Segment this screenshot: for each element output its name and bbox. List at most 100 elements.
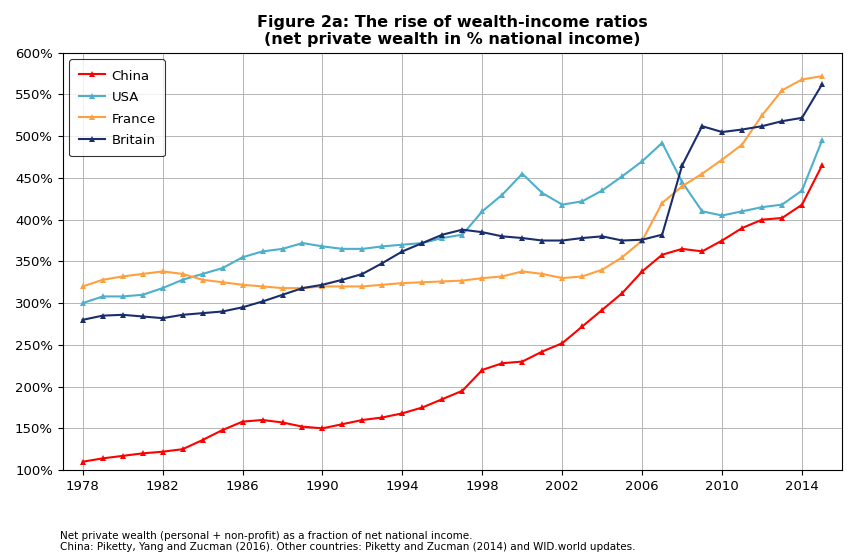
USA — [237, 254, 248, 261]
China — [437, 396, 447, 402]
Britain — [338, 276, 348, 283]
USA — [517, 170, 527, 177]
China — [777, 215, 788, 222]
USA — [677, 179, 687, 185]
USA — [297, 240, 308, 247]
Britain — [357, 271, 368, 277]
China — [117, 453, 128, 459]
Britain — [577, 235, 587, 242]
France — [338, 283, 348, 290]
China — [417, 404, 428, 411]
Britain — [317, 281, 327, 288]
France — [637, 237, 647, 244]
Britain — [177, 311, 188, 318]
USA — [557, 201, 567, 208]
Text: Net private wealth (personal + non-profit) as a fraction of net national income.: Net private wealth (personal + non-profi… — [60, 531, 636, 552]
France — [597, 266, 608, 273]
USA — [257, 248, 267, 255]
France — [78, 283, 88, 290]
USA — [497, 191, 507, 198]
China — [357, 417, 368, 424]
USA — [458, 232, 468, 238]
China — [817, 162, 827, 169]
USA — [357, 246, 368, 252]
Britain — [197, 310, 207, 316]
France — [237, 281, 248, 288]
France — [158, 268, 168, 275]
China — [577, 323, 587, 330]
USA — [817, 137, 827, 144]
USA — [137, 291, 147, 298]
USA — [777, 201, 788, 208]
Britain — [218, 308, 228, 315]
China — [458, 387, 468, 394]
France — [697, 170, 707, 177]
Britain — [657, 232, 668, 238]
China — [497, 360, 507, 367]
France — [537, 271, 548, 277]
China — [278, 419, 288, 426]
France — [117, 273, 128, 280]
Britain — [557, 237, 567, 244]
China — [557, 340, 567, 347]
France — [317, 283, 327, 290]
USA — [158, 285, 168, 291]
Britain — [757, 123, 767, 129]
Britain — [458, 227, 468, 233]
USA — [117, 293, 128, 300]
France — [398, 280, 408, 286]
China — [737, 225, 747, 232]
France — [197, 276, 207, 283]
China — [317, 425, 327, 432]
Britain — [78, 316, 88, 323]
China — [338, 421, 348, 427]
France — [357, 283, 368, 290]
France — [777, 87, 788, 94]
Britain — [417, 240, 428, 247]
Britain — [497, 233, 507, 240]
France — [257, 283, 267, 290]
France — [177, 271, 188, 277]
Britain — [717, 129, 728, 136]
Britain — [517, 235, 527, 242]
France — [737, 141, 747, 148]
Britain — [158, 315, 168, 321]
France — [437, 278, 447, 285]
USA — [597, 187, 608, 194]
Legend: China, USA, France, Britain: China, USA, France, Britain — [69, 59, 165, 156]
USA — [617, 173, 627, 180]
China — [297, 424, 308, 430]
Line: France: France — [79, 73, 825, 292]
Britain — [597, 233, 608, 240]
Britain — [257, 298, 267, 305]
USA — [278, 246, 288, 252]
USA — [797, 187, 807, 194]
USA — [338, 246, 348, 252]
Line: USA: USA — [79, 137, 825, 306]
USA — [757, 204, 767, 210]
France — [98, 276, 108, 283]
USA — [98, 293, 108, 300]
Line: China: China — [79, 162, 825, 465]
Britain — [537, 237, 548, 244]
USA — [218, 264, 228, 271]
USA — [377, 243, 387, 250]
Britain — [797, 114, 807, 121]
Britain — [817, 81, 827, 88]
USA — [437, 235, 447, 242]
China — [697, 248, 707, 255]
China — [377, 414, 387, 421]
USA — [477, 208, 488, 215]
USA — [537, 190, 548, 196]
Britain — [697, 123, 707, 129]
China — [537, 348, 548, 355]
Britain — [617, 237, 627, 244]
China — [398, 410, 408, 417]
China — [177, 446, 188, 453]
USA — [177, 276, 188, 283]
China — [637, 268, 647, 275]
China — [597, 306, 608, 313]
USA — [717, 212, 728, 219]
Britain — [137, 313, 147, 320]
France — [677, 183, 687, 190]
